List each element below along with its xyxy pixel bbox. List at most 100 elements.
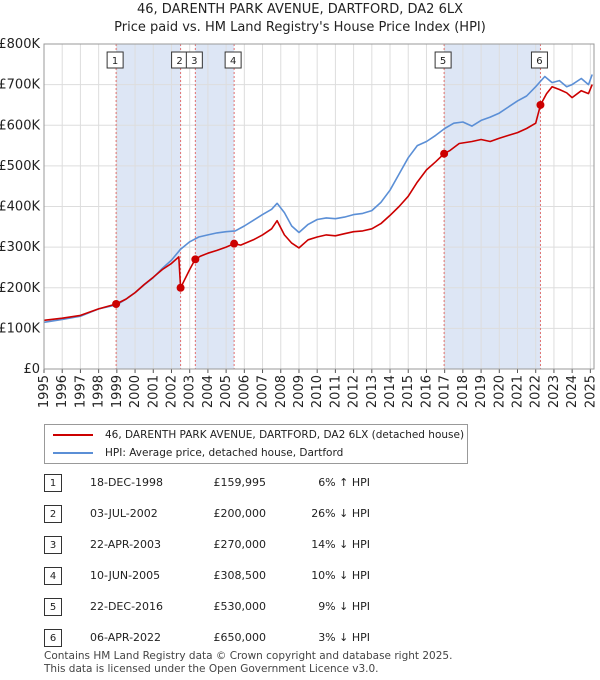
x-tick-label: 2013	[365, 375, 380, 408]
sale-number-box	[530, 51, 548, 69]
y-tick-label: £200K	[0, 281, 40, 296]
sale-date: 22-DEC-2016	[90, 600, 164, 613]
legend-hpi-swatch	[53, 452, 93, 454]
legend-item-hpi: HPI: Average price, detached house, Dart…	[53, 445, 343, 461]
legend-price-swatch	[53, 434, 93, 436]
sale-point	[230, 239, 239, 248]
sale-date: 22-APR-2003	[90, 538, 162, 551]
y-tick-label: £700K	[0, 78, 40, 93]
sale-price: £650,000	[213, 631, 267, 644]
sale-date: 10-JUN-2005	[90, 569, 161, 582]
x-tick-label: 2023	[547, 375, 562, 408]
footer-copyright: Contains HM Land Registry data © Crown c…	[44, 650, 453, 662]
x-tick-label: 1999	[110, 375, 125, 408]
sale-number-label: 2	[176, 56, 182, 67]
sale-number: 2	[44, 505, 62, 523]
x-tick-label: 2004	[201, 375, 216, 408]
x-tick-label: 2000	[128, 375, 143, 408]
y-tick-label: £800K	[0, 37, 40, 52]
chart-subtitle: Price paid vs. HM Land Registry's House …	[114, 20, 486, 35]
sale-row: 4 10-JUN-2005 £308,500 10% ↓ HPI	[0, 563, 600, 587]
sale-number-label: 6	[536, 56, 542, 67]
y-tick-label: £300K	[0, 240, 40, 255]
price-chart: £0 £100K £200K £300K £400K £500K £600K £700K £80…	[0, 37, 598, 408]
sale-price: £530,000	[213, 600, 267, 613]
sale-row: 6 06-APR-2022 £650,000 3% ↓ HPI	[0, 625, 600, 649]
sale-price: £159,995	[213, 476, 267, 489]
sale-number-box	[434, 51, 452, 69]
x-tick-label: 2003	[183, 375, 198, 408]
x-tick-label: 2022	[529, 375, 544, 408]
sale-point	[536, 100, 545, 109]
sale-number: 4	[44, 567, 62, 585]
x-tick-label: 1996	[55, 375, 70, 408]
legend: 46, DARENTH PARK AVENUE, DARTFORD, DA2 6…	[44, 424, 468, 464]
sale-number: 1	[44, 474, 62, 492]
sale-row: 2 03-JUL-2002 £200,000 26% ↓ HPI	[0, 501, 600, 525]
sale-number-label: 4	[230, 56, 236, 67]
sale-price: £270,000	[213, 538, 267, 551]
sale-date: 06-APR-2022	[90, 631, 162, 644]
sale-number-box	[185, 51, 203, 69]
x-tick-label: 2021	[511, 375, 526, 408]
chart-title: 46, DARENTH PARK AVENUE, DARTFORD, DA2 6…	[137, 2, 463, 17]
y-tick-label: £600K	[0, 118, 40, 133]
x-tick-label: 2005	[219, 375, 234, 408]
y-tick-label: £400K	[0, 200, 40, 215]
footer-licence: This data is licensed under the Open Gov…	[44, 663, 379, 675]
x-tick-label: 2016	[419, 375, 434, 408]
x-tick-label: 1997	[73, 375, 88, 408]
sale-hpi-diff: 10% ↓ HPI	[311, 569, 370, 582]
x-tick-label: 2010	[310, 375, 325, 408]
sale-hpi-diff: 14% ↓ HPI	[311, 538, 370, 551]
legend-item-price: 46, DARENTH PARK AVENUE, DARTFORD, DA2 6…	[53, 427, 464, 443]
sale-number: 5	[44, 598, 62, 616]
x-tick-label: 2024	[565, 375, 580, 408]
y-tick-label: £100K	[0, 321, 40, 336]
sale-date: 18-DEC-1998	[90, 476, 164, 489]
sale-hpi-diff: 26% ↓ HPI	[311, 507, 370, 520]
x-tick-label: 2002	[164, 375, 179, 408]
sale-point	[440, 149, 449, 158]
sale-hpi-diff: 6% ↑ HPI	[318, 476, 370, 489]
x-tick-label: 2007	[256, 375, 271, 408]
y-tick-label: £500K	[0, 159, 40, 174]
price-series-line	[43, 84, 593, 322]
sale-point	[112, 300, 121, 309]
sale-hpi-diff: 9% ↓ HPI	[318, 600, 370, 613]
sale-price: £200,000	[213, 507, 267, 520]
x-tick-label: 2018	[456, 375, 471, 408]
x-tick-label: 1995	[37, 375, 52, 408]
y-tick-label: £0	[23, 362, 40, 377]
x-tick-label: 2006	[237, 375, 252, 408]
sale-number-box	[224, 51, 242, 69]
sale-number: 3	[44, 536, 62, 554]
sale-number: 6	[44, 629, 62, 647]
legend-hpi-label: HPI: Average price, detached house, Dart…	[105, 447, 344, 459]
x-tick-label: 2020	[492, 375, 507, 408]
sale-number-label: 3	[191, 56, 197, 67]
sale-point	[176, 283, 185, 292]
sale-number-label: 1	[112, 56, 118, 67]
sale-price: £308,500	[213, 569, 267, 582]
sale-hpi-diff: 3% ↓ HPI	[318, 631, 370, 644]
sale-point	[191, 255, 200, 264]
x-tick-label: 2008	[274, 375, 289, 408]
legend-price-label: 46, DARENTH PARK AVENUE, DARTFORD, DA2 6…	[105, 429, 465, 441]
x-tick-label: 2025	[583, 375, 598, 408]
x-tick-label: 2015	[401, 375, 416, 408]
sale-row: 1 18-DEC-1998 £159,995 6% ↑ HPI	[0, 470, 600, 494]
plot-frame	[43, 43, 595, 370]
x-tick-label: 2014	[383, 375, 398, 408]
sale-row: 3 22-APR-2003 £270,000 14% ↓ HPI	[0, 532, 600, 556]
x-tick-label: 2001	[146, 375, 161, 408]
sale-date: 03-JUL-2002	[90, 507, 158, 520]
x-tick-label: 2011	[328, 375, 343, 408]
x-tick-label: 2017	[438, 375, 453, 408]
x-tick-label: 1998	[92, 375, 107, 408]
x-tick-label: 2019	[474, 375, 489, 408]
x-tick-label: 2009	[292, 375, 307, 408]
sale-number-box	[106, 51, 124, 69]
hpi-series-line	[43, 74, 593, 324]
x-tick-label: 2012	[347, 375, 362, 408]
